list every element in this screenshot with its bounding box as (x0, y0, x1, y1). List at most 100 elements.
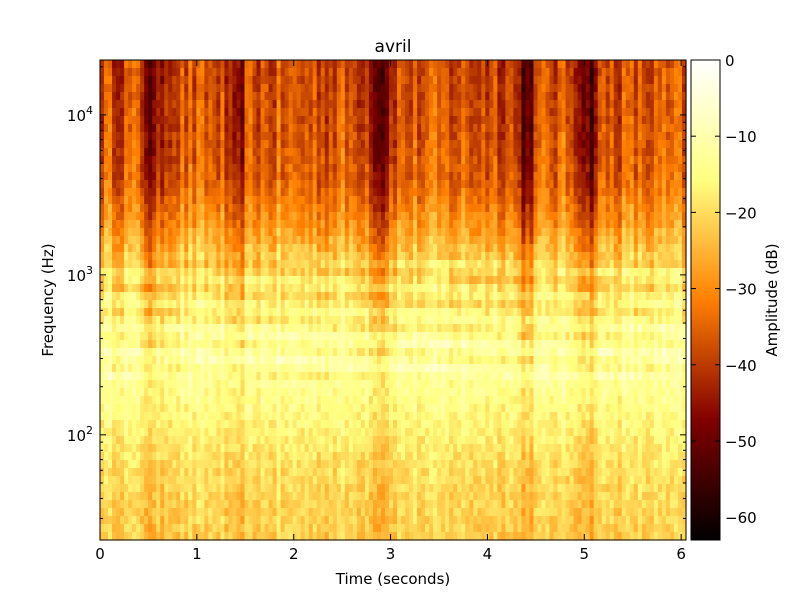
heatmap-cell (252, 84, 258, 93)
heatmap-cell (336, 532, 342, 541)
heatmap-cell (128, 76, 133, 85)
heatmap-cell (312, 236, 318, 245)
heatmap-cell (429, 292, 434, 301)
heatmap-cell (268, 508, 274, 517)
heatmap-cell (188, 396, 193, 405)
heatmap-cell (136, 228, 141, 237)
heatmap-cell (300, 268, 306, 277)
heatmap-cell (368, 524, 374, 533)
heatmap-cell (296, 452, 302, 461)
heatmap-cell (188, 332, 193, 341)
heatmap-cell (276, 284, 282, 293)
heatmap-cell (132, 284, 137, 293)
heatmap-cell (280, 148, 286, 157)
heatmap-cell (124, 300, 129, 309)
heatmap-cell (413, 364, 418, 373)
heatmap-cell (300, 68, 306, 77)
heatmap-cell (208, 196, 213, 205)
heatmap-cell (425, 380, 430, 389)
heatmap-cell (284, 340, 290, 349)
heatmap-cell (272, 412, 278, 421)
heatmap-cell (196, 92, 201, 101)
heatmap-cell (380, 404, 386, 413)
heatmap-cell (128, 140, 133, 149)
heatmap-cell (188, 172, 193, 181)
heatmap-cell (368, 316, 374, 325)
heatmap-cell (348, 260, 354, 269)
heatmap-cell (352, 404, 358, 413)
heatmap-cell (316, 428, 322, 437)
heatmap-cell (324, 180, 330, 189)
heatmap-cell (401, 124, 406, 133)
heatmap-cell (316, 380, 322, 389)
heatmap-cell (409, 468, 414, 477)
heatmap-cell (356, 420, 362, 429)
heatmap-cell (413, 500, 418, 509)
heatmap-cell (308, 92, 314, 101)
heatmap-cell (128, 204, 133, 213)
heatmap-cell (200, 188, 205, 197)
heatmap-cell (168, 404, 173, 413)
heatmap-cell (336, 204, 342, 213)
heatmap-cell (160, 364, 165, 373)
heatmap-cell (232, 412, 238, 421)
heatmap-cell (272, 292, 278, 301)
heatmap-cell (168, 508, 173, 517)
heatmap-cell (244, 420, 250, 429)
heatmap-cell (116, 84, 121, 93)
heatmap-cell (417, 380, 422, 389)
heatmap-cell (200, 212, 205, 221)
heatmap-cell (304, 420, 310, 429)
heatmap-cell (433, 108, 438, 117)
heatmap-cell (144, 412, 149, 421)
heatmap-cell (244, 380, 250, 389)
heatmap-cell (124, 324, 129, 333)
heatmap-cell (356, 196, 362, 205)
heatmap-cell (108, 292, 113, 301)
heatmap-cell (192, 436, 197, 445)
heatmap-cell (320, 164, 326, 173)
heatmap-cell (140, 444, 145, 453)
heatmap-cell (228, 516, 234, 525)
heatmap-cell (168, 92, 173, 101)
heatmap-cell (240, 420, 246, 429)
heatmap-cell (108, 436, 113, 445)
heatmap-cell (324, 212, 330, 221)
heatmap-cell (417, 436, 422, 445)
heatmap-cell (348, 308, 354, 317)
heatmap-cell (136, 492, 141, 501)
heatmap-cell (268, 188, 274, 197)
heatmap-cell (100, 132, 105, 141)
heatmap-cell (316, 412, 322, 421)
heatmap-cell (208, 452, 213, 461)
heatmap-cell (336, 524, 342, 533)
heatmap-cell (108, 284, 113, 293)
heatmap-cell (232, 108, 238, 117)
heatmap-cell (292, 252, 298, 261)
heatmap-cell (417, 68, 422, 77)
heatmap-cell (300, 340, 306, 349)
heatmap-cell (248, 428, 254, 437)
heatmap-cell (224, 180, 230, 189)
heatmap-cell (264, 460, 270, 469)
heatmap-cell (429, 156, 434, 165)
heatmap-cell (216, 348, 222, 357)
heatmap-cell (216, 60, 222, 69)
heatmap-cell (248, 92, 254, 101)
heatmap-cell (348, 500, 354, 509)
heatmap-cell (172, 212, 177, 221)
heatmap-cell (268, 364, 274, 373)
heatmap-cell (180, 284, 185, 293)
heatmap-cell (156, 308, 161, 317)
heatmap-cell (112, 148, 117, 157)
heatmap-cell (288, 500, 294, 509)
heatmap-cell (180, 508, 185, 517)
heatmap-cell (272, 140, 278, 149)
heatmap-cell (372, 516, 378, 525)
heatmap-cell (220, 132, 226, 141)
heatmap-cell (312, 100, 318, 109)
heatmap-cell (244, 284, 250, 293)
heatmap-cell (328, 492, 334, 501)
heatmap-cell (160, 404, 165, 413)
heatmap-cell (220, 396, 226, 405)
